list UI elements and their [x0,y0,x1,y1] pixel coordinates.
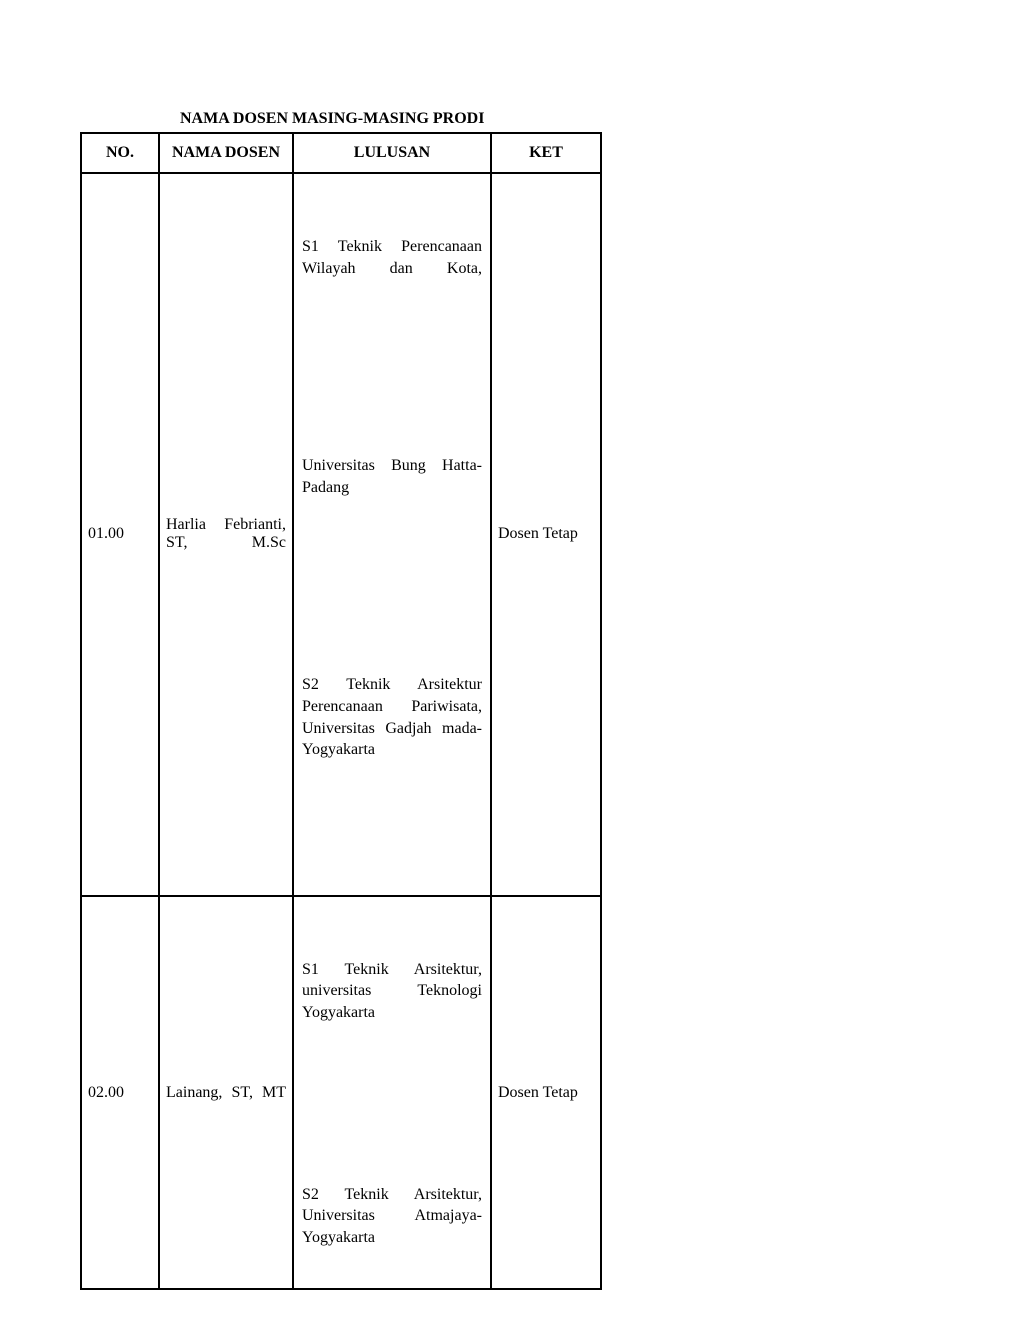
col-header-ket: KET [491,133,601,173]
table-row: 02.00 Lainang, ST, MT S1 Teknik Arsitekt… [81,896,601,1290]
cell-ket: Dosen Tetap [491,896,601,1290]
lulusan-item: Universitas Bung Hatta-Padang [300,403,484,550]
lulusan-item: S1 Teknik Perencanaan Wilayah dan Kota, [300,184,484,331]
cell-no: 01.00 [81,173,159,896]
cell-lulusan: S1 Teknik Arsitektur, universitas Teknol… [293,896,491,1290]
cell-nama: Lainang, ST, MT [159,896,293,1290]
lulusan-item: S2 Teknik Arsitektur Perencanaan Pariwis… [300,622,484,812]
page-title: NAMA DOSEN MASING-MASING PRODI [180,110,1020,128]
cell-nama: Harlia Febrianti, ST, M.Sc [159,173,293,896]
table-row: 01.00 Harlia Febrianti, ST, M.Sc S1 Tekn… [81,173,601,896]
col-header-no: NO. [81,133,159,173]
cell-no: 02.00 [81,896,159,1290]
lulusan-item: S2 Teknik Arsitektur, Universitas Atmaja… [300,1132,484,1279]
col-header-lulusan: LULUSAN [293,133,491,173]
cell-ket: Dosen Tetap [491,173,601,896]
cell-lulusan: S1 Teknik Perencanaan Wilayah dan Kota, … [293,173,491,896]
dosen-table: NO. NAMA DOSEN LULUSAN KET 01.00 Harlia … [80,132,602,1290]
table-header-row: NO. NAMA DOSEN LULUSAN KET [81,133,601,173]
col-header-nama: NAMA DOSEN [159,133,293,173]
lulusan-item: S1 Teknik Arsitektur, universitas Teknol… [300,907,484,1076]
